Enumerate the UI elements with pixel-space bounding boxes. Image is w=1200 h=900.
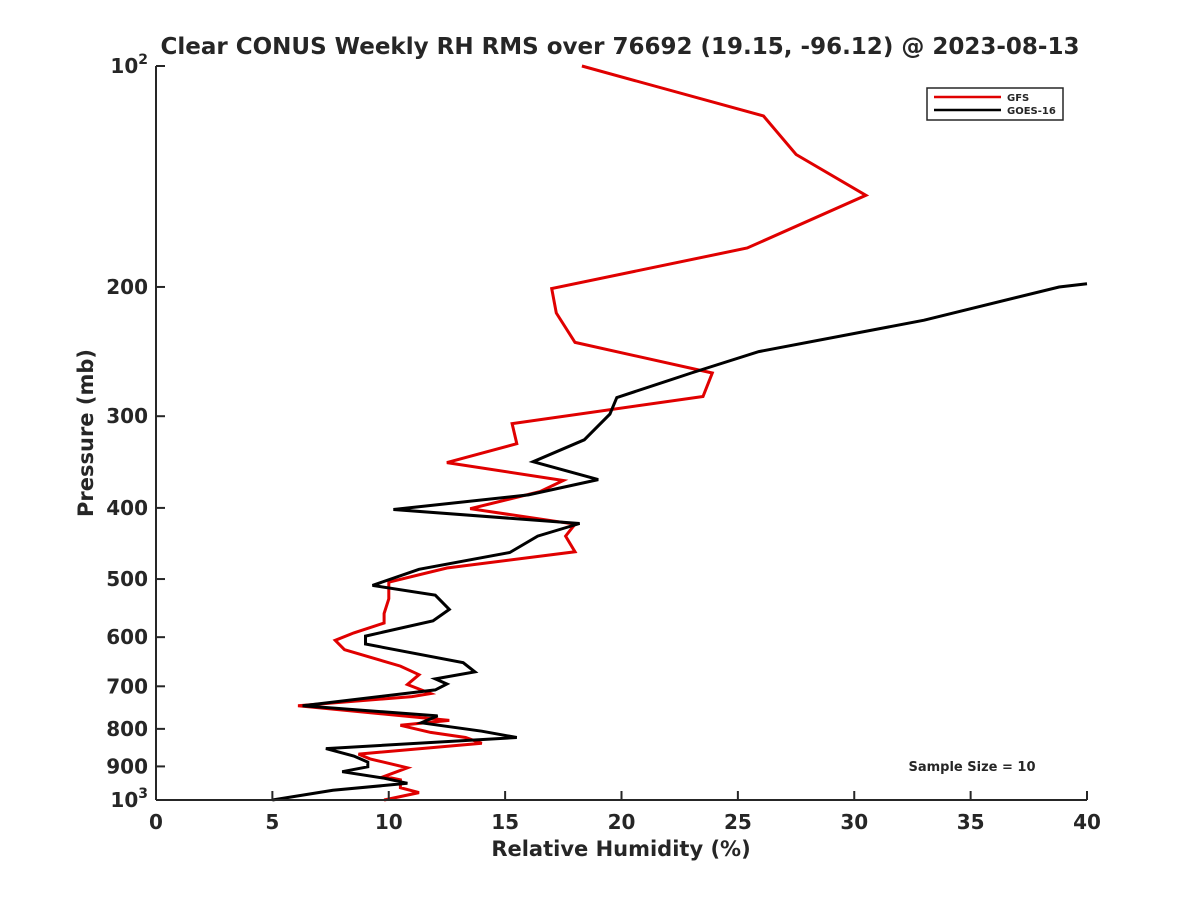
y-tick-label: 200 xyxy=(106,275,148,299)
y-tick-label: 500 xyxy=(106,567,148,591)
x-tick-label: 40 xyxy=(1073,810,1101,834)
chart-title: Clear CONUS Weekly RH RMS over 76692 (19… xyxy=(161,34,1080,60)
y-tick-label: 102 xyxy=(110,52,148,78)
y-tick-label: 700 xyxy=(106,674,148,698)
sample-size-annotation: Sample Size = 10 xyxy=(908,760,1035,775)
legend-box xyxy=(926,87,1064,121)
y-axis-label: Pressure (mb) xyxy=(74,349,98,517)
x-tick-label: 35 xyxy=(957,810,985,834)
y-tick-label: 900 xyxy=(106,754,148,778)
x-tick-label: 30 xyxy=(840,810,868,834)
series-line-goes-16 xyxy=(272,282,1088,802)
series-layer xyxy=(272,64,1088,802)
legend: GFS GOES-16 xyxy=(926,87,1064,121)
x-tick-label: 25 xyxy=(724,810,752,834)
x-ticks: 0 5 10 15 20 25 30 35 40 xyxy=(149,791,1101,834)
legend-label-gfs: GFS xyxy=(1007,93,1029,104)
y-tick-label: 400 xyxy=(106,496,148,520)
x-tick-label: 20 xyxy=(608,810,636,834)
x-tick-label: 0 xyxy=(149,810,163,834)
y-tick-label: 600 xyxy=(106,625,148,649)
y-tick-label: 103 xyxy=(110,786,148,812)
x-tick-label: 15 xyxy=(491,810,519,834)
x-tick-label: 5 xyxy=(265,810,279,834)
y-ticks: 102 200 300 400 500 600 700 800 900 103 xyxy=(106,52,165,812)
legend-label-goes-16: GOES-16 xyxy=(1007,106,1056,117)
x-tick-label: 10 xyxy=(375,810,403,834)
x-axis-label: Relative Humidity (%) xyxy=(491,837,750,861)
y-tick-label: 300 xyxy=(106,404,148,428)
y-tick-label: 800 xyxy=(106,717,148,741)
series-line-gfs xyxy=(297,64,870,802)
